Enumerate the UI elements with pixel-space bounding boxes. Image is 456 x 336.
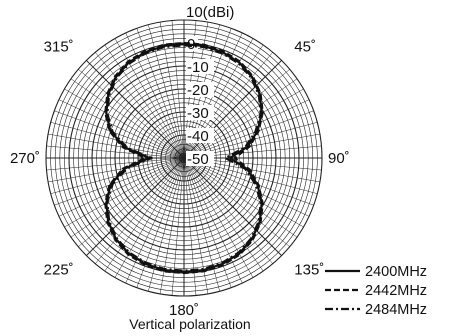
grid-spoke [95,157,185,264]
polar-grid [45,19,323,297]
radial-tick-label: -30 [187,105,209,122]
unit-label-bg [183,3,255,19]
grid-spoke [58,157,185,217]
grid-spoke [54,110,185,159]
grid-spoke [95,52,185,159]
angle-label: 45˚ [294,39,316,56]
grid-spoke [183,157,290,247]
tick-label-bg [186,128,214,143]
angle-label: 135˚ [294,261,324,278]
grid-spoke [136,157,185,288]
tick-label-bg [186,151,214,166]
angle-label: 0˚ [177,0,190,3]
grid-spoke [183,88,304,159]
series-line [104,41,264,275]
grid-spoke [78,157,185,247]
grid-spoke [183,157,232,288]
grid-spoke [46,157,185,171]
grid-spoke [64,157,185,228]
legend-label: 2400MHz [365,264,427,280]
grid-spoke [183,110,314,159]
angle-label: 315˚ [44,39,74,56]
grid-spoke [114,38,185,159]
grid-spoke [46,145,185,159]
grid-spoke [86,157,185,256]
tick-label-bg [186,105,214,120]
legend: 2400MHz 2442MHz 2484MHz [325,264,427,318]
grid-spoke [183,69,290,159]
chart-title: Vertical polarization [129,316,250,332]
grid-spoke [48,133,185,159]
grid-spoke [104,157,185,272]
angle-label: 225˚ [44,261,74,278]
tick-label-bg [186,59,214,74]
grid-spoke [148,24,185,159]
grid-spoke [78,69,185,159]
series-lines [104,41,264,275]
grid-spoke [183,157,273,264]
grid-spoke [86,60,185,159]
grid-spoke [183,157,298,238]
grid-spoke [48,157,185,183]
grid-spoke [70,78,185,159]
grid-spoke [159,157,185,294]
radial-unit-label: 10(dBi) [186,4,234,21]
grid-spoke [125,32,185,159]
legend-label: 2442MHz [365,283,427,299]
legend-label: 2484MHz [365,302,427,318]
radial-tick-label: -50 [187,151,209,168]
grid-spoke [58,99,185,159]
grid-spoke [183,99,310,159]
grid-spoke [183,157,264,272]
grid-spoke [183,157,254,278]
grid-spoke [183,157,243,284]
grid-spoke [183,157,304,228]
series-line [106,44,262,272]
grid-spoke [148,157,185,292]
grid-spoke [64,88,185,159]
grid-spoke [125,157,185,284]
angle-tick-labels: 0˚ 45˚ 90˚ 135˚ 180˚ 225˚ 270˚ 315˚ [10,0,350,319]
grid-spoke [183,157,310,217]
grid-spoke [70,157,185,238]
tick-label-bg [186,82,214,97]
grid-spoke [114,157,185,278]
grid-spoke [171,20,185,159]
radial-tick-label: -20 [187,82,209,99]
grid-spoke [159,22,185,159]
grid-spoke [54,157,185,206]
grid-spoke [104,44,185,159]
grid-spoke [136,28,185,159]
angle-label: 90˚ [328,150,350,167]
radial-tick-label: -40 [187,128,209,145]
angle-label: 270˚ [10,150,40,167]
grid-spoke [183,78,298,159]
radial-tick-label: -10 [187,59,209,76]
angle-label: 180˚ [169,302,199,319]
grid-spoke [183,157,282,256]
